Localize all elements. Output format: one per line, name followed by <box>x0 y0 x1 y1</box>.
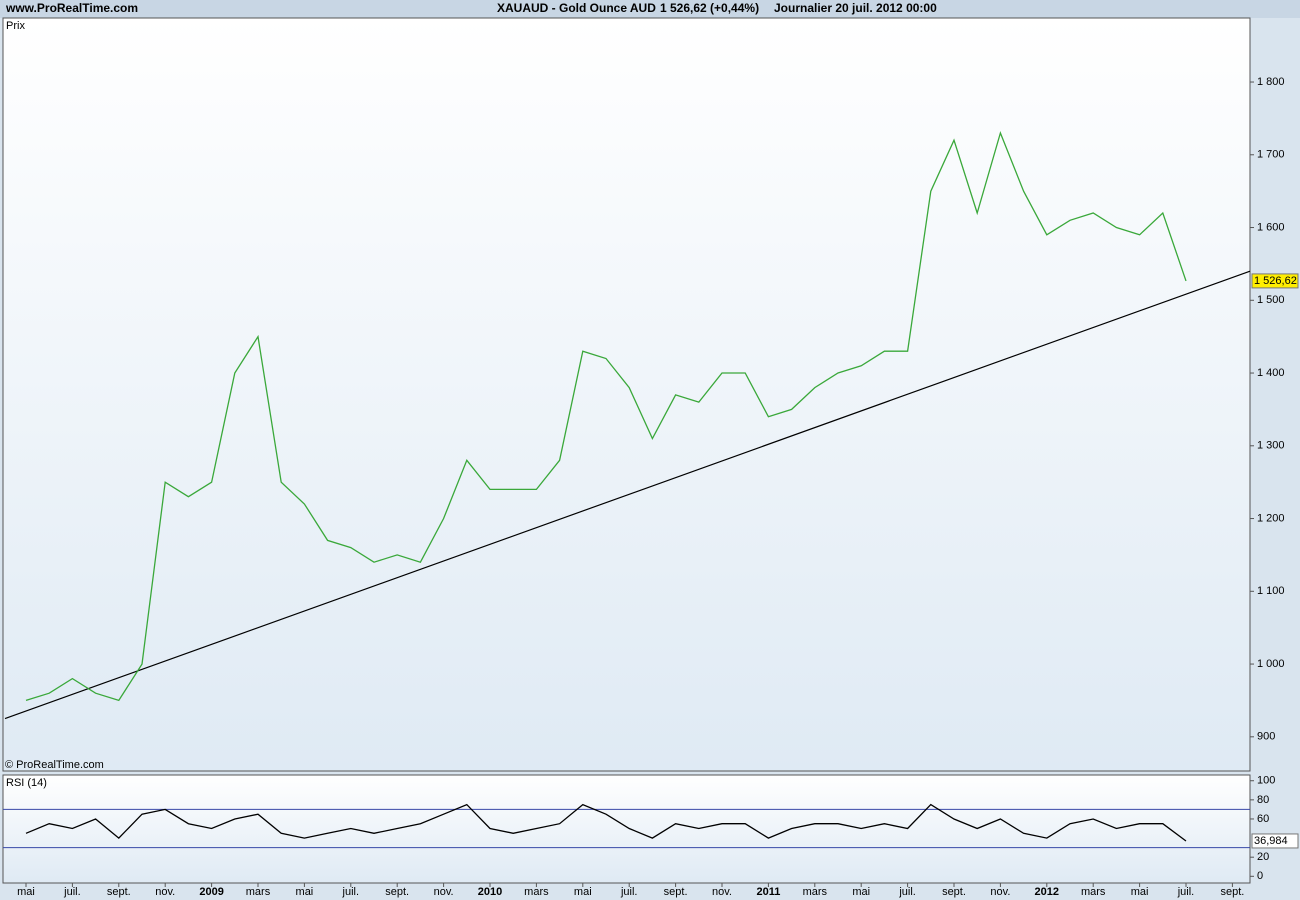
x-tick-label: mars <box>246 886 271 898</box>
panel-title: Prix <box>6 20 25 32</box>
y-tick-label: 1 500 <box>1257 294 1285 306</box>
x-tick-label: 2011 <box>756 886 780 898</box>
y-tick-label: 80 <box>1257 794 1269 806</box>
series-line <box>25 803 1187 842</box>
x-tick-label: mai <box>17 886 35 898</box>
last-value-box <box>1251 833 1299 849</box>
panel-title: RSI (14) <box>6 777 47 789</box>
x-tick-label: 2012 <box>1035 886 1059 898</box>
x-tick-label: mai <box>574 886 592 898</box>
instrument: XAUAUD - Gold Ounce AUD <box>497 1 656 15</box>
x-tick-label: juil. <box>342 886 360 898</box>
x-tick-label: nov. <box>990 886 1010 898</box>
x-tick-label: nov. <box>712 886 732 898</box>
y-tick-label: 1 000 <box>1257 658 1285 670</box>
period: Journalier 20 juil. 2012 00:00 <box>774 1 937 15</box>
x-tick-label: mai <box>852 886 870 898</box>
x-tick-label: sept. <box>1220 886 1244 898</box>
site: www.ProRealTime.com <box>5 1 138 15</box>
x-tick-label: mai <box>296 886 314 898</box>
series-line <box>25 131 1187 702</box>
x-tick-label: mars <box>803 886 828 898</box>
x-tick-label: sept. <box>385 886 409 898</box>
x-tick-label: 2010 <box>478 886 502 898</box>
x-tick-label: mars <box>1081 886 1106 898</box>
x-tick-label: juil. <box>620 886 638 898</box>
x-tick-label: sept. <box>107 886 131 898</box>
x-tick-label: 2009 <box>199 886 223 898</box>
y-tick-label: 60 <box>1257 813 1269 825</box>
y-tick-label: 1 300 <box>1257 440 1285 452</box>
quote: 1 526,62 (+0,44%) <box>660 1 759 15</box>
copyright: © ProRealTime.com <box>5 759 104 771</box>
y-tick-label: 1 700 <box>1257 149 1285 161</box>
x-tick-label: mai <box>1131 886 1149 898</box>
y-tick-label: 1 600 <box>1257 221 1285 233</box>
y-tick-label: 20 <box>1257 851 1269 863</box>
last-value-label: 1 526,62 <box>1254 275 1297 287</box>
rsi-panel <box>2 774 1251 884</box>
header-bar <box>0 0 1300 18</box>
last-value-box <box>1251 273 1299 289</box>
x-tick-label: nov. <box>434 886 454 898</box>
x-tick-label: sept. <box>942 886 966 898</box>
x-tick-label: juil. <box>898 886 916 898</box>
y-tick-label: 1 200 <box>1257 512 1285 524</box>
y-tick-label: 1 800 <box>1257 76 1285 88</box>
y-tick-label: 1 100 <box>1257 585 1285 597</box>
y-tick-label: 1 400 <box>1257 367 1285 379</box>
x-tick-label: sept. <box>664 886 688 898</box>
y-tick-label: 100 <box>1257 775 1275 787</box>
price-panel <box>2 17 1251 772</box>
y-tick-label: 900 <box>1257 731 1275 743</box>
y-tick-label: 0 <box>1257 870 1263 882</box>
x-tick-label: nov. <box>155 886 175 898</box>
last-value-label: 36,984 <box>1254 835 1288 847</box>
x-tick-label: juil. <box>1177 886 1195 898</box>
trendline <box>4 270 1251 720</box>
x-tick-label: mars <box>524 886 549 898</box>
x-tick-label: juil. <box>63 886 81 898</box>
